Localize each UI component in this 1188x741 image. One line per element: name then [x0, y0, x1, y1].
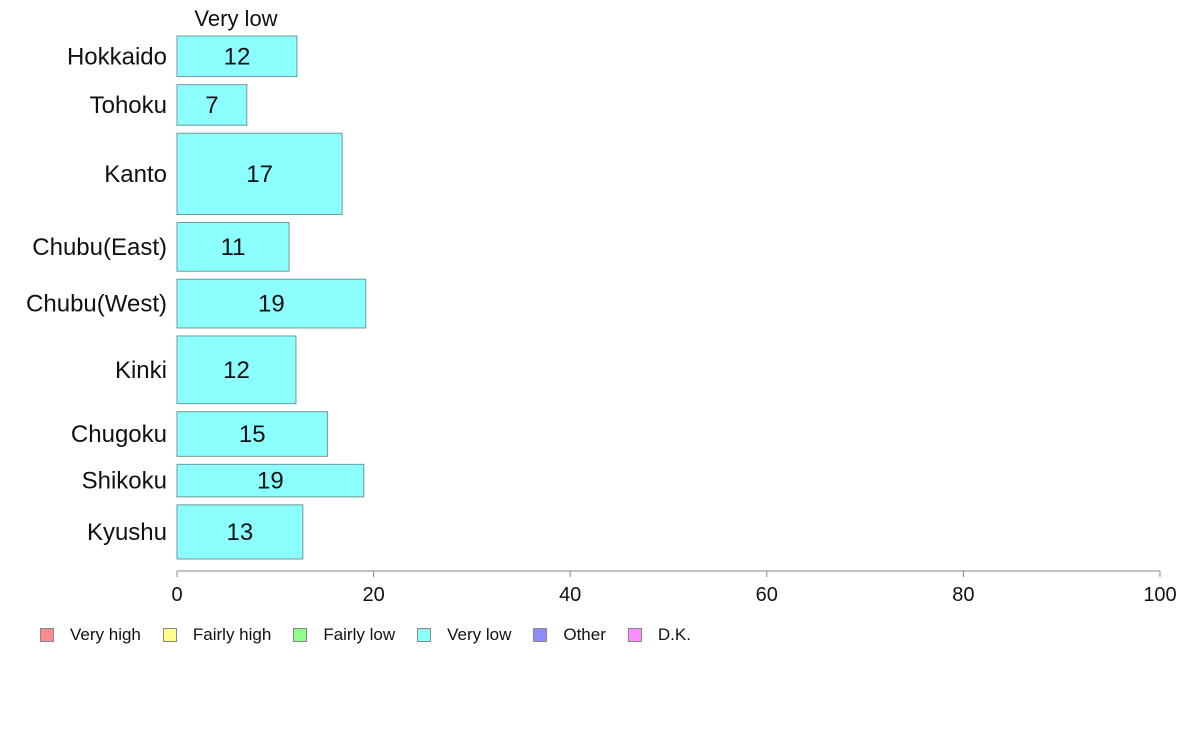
- category-label: Chubu(East): [32, 234, 167, 261]
- legend-label: Other: [563, 625, 606, 644]
- bar-chubu-west-: [176, 278, 367, 329]
- x-axis: 0 20 40 60 80 100: [171, 570, 1177, 606]
- legend-label: Fairly low: [323, 625, 396, 644]
- bar-hokkaido: [176, 35, 298, 78]
- legend-swatch: [293, 628, 308, 642]
- legend-swatch: [533, 628, 548, 642]
- legend-label: D.K.: [657, 625, 691, 644]
- category-label: Kanto: [104, 161, 167, 188]
- category-label: Chugoku: [71, 421, 167, 448]
- bar-chugoku: [176, 411, 328, 457]
- column-header: Very low: [194, 6, 277, 31]
- category-label: Kyushu: [87, 519, 167, 546]
- bar-kinki: [176, 335, 297, 405]
- bar-kyushu: [176, 504, 304, 560]
- legend-item: Very high: [40, 625, 141, 645]
- category-label: Hokkaido: [67, 43, 167, 70]
- legend: Very high Fairly high Fairly low Very low Ot…: [40, 624, 713, 646]
- legend-label: Fairly high: [192, 625, 272, 644]
- legend-swatch: [162, 628, 177, 642]
- bar-tohoku: [176, 84, 248, 126]
- legend-label: Very low: [447, 625, 512, 644]
- x-tick-label: 40: [559, 584, 581, 606]
- bar-chubu-east-: [176, 221, 290, 272]
- bar-value-label: 11: [221, 234, 246, 261]
- legend-swatch: [627, 628, 642, 642]
- category-label: Shikoku: [82, 468, 167, 495]
- bar-kanto: [176, 132, 343, 215]
- bar-value-label: 7: [205, 92, 218, 119]
- x-tick-label: 80: [952, 584, 974, 606]
- category-label: Tohoku: [90, 92, 167, 119]
- legend-item: Very low: [417, 625, 511, 645]
- legend-swatch: [417, 628, 432, 642]
- legend-label: Very high: [70, 625, 141, 644]
- bar-value-label: 19: [258, 291, 285, 318]
- legend-item: Other: [533, 625, 606, 645]
- category-label: Chubu(West): [26, 291, 167, 318]
- legend-item: Fairly low: [293, 625, 395, 645]
- legend-swatch: [40, 628, 54, 642]
- bar-value-label: 19: [257, 468, 284, 495]
- bar-shikoku: [176, 463, 365, 498]
- category-label: Kinki: [115, 357, 167, 384]
- x-tick-label: 60: [756, 584, 778, 606]
- legend-item: Fairly high: [162, 625, 272, 645]
- bar-value-label: 12: [223, 357, 250, 384]
- bar-value-label: 12: [224, 43, 251, 70]
- x-tick-label: 20: [362, 584, 384, 606]
- category-labels: Hokkaido Tohoku Kanto Chubu(East) Chubu(West…: [26, 43, 167, 546]
- bar-value-label: 15: [239, 421, 266, 448]
- bar-value-label: 17: [246, 161, 273, 188]
- legend-item: D.K.: [627, 625, 691, 645]
- x-tick-label: 0: [171, 584, 182, 606]
- x-tick-label: 100: [1143, 584, 1176, 606]
- bar-value-label: 13: [227, 519, 254, 546]
